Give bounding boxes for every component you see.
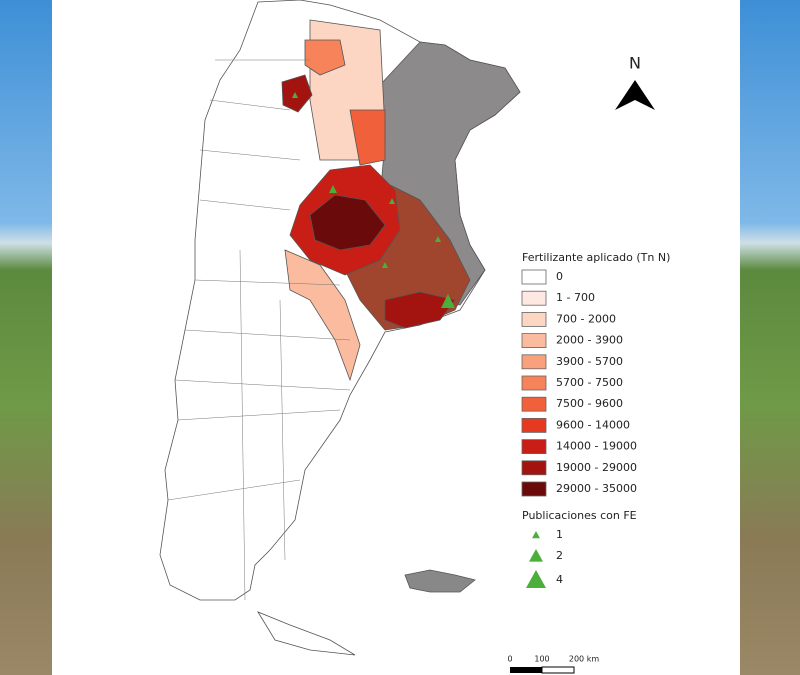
map (159, 0, 521, 656)
scale-label: 200 km (569, 655, 599, 664)
legend-label: 700 - 2000 (556, 312, 616, 325)
region-santafe (349, 109, 386, 166)
legend-label: 7500 - 9600 (556, 397, 623, 410)
legend-swatch (521, 396, 547, 412)
islas-malvinas (404, 569, 476, 593)
scale-segment (510, 667, 542, 673)
tierra-del-fuego (257, 611, 356, 656)
legend-label: 1 - 700 (556, 291, 595, 304)
publication-label: 1 (556, 528, 563, 541)
legend-label: 19000 - 29000 (556, 461, 637, 474)
legend: Fertilizante aplicado (Tn N) 0 1 - 700 700… (521, 251, 670, 588)
north-arrow: N (615, 54, 655, 110)
scale-segment (541, 666, 575, 674)
legend-label: 2000 - 3900 (556, 334, 623, 347)
legend-swatch (521, 333, 547, 349)
scale-label: 100 (534, 655, 549, 664)
legend-swatch (521, 269, 547, 285)
legend-label: 9600 - 14000 (556, 418, 630, 431)
department-borders (167, 59, 351, 601)
region-west-light (284, 249, 361, 382)
publication-label: 2 (556, 549, 563, 562)
legend-swatch (521, 290, 547, 306)
publication-markers (292, 92, 455, 308)
scale-label: 0 (507, 655, 512, 664)
publication-symbol (526, 570, 546, 588)
legend-label: 29000 - 35000 (556, 482, 637, 495)
publications-title: Publicaciones con FE (522, 509, 637, 522)
scale-bar: 0 100 200 km (507, 655, 599, 674)
legend-label: 14000 - 19000 (556, 440, 637, 453)
region-tucuman (281, 74, 313, 113)
legend-swatch (521, 460, 547, 476)
legend-title: Fertilizante aplicado (Tn N) (522, 251, 670, 264)
publication-symbol (529, 549, 543, 562)
publication-symbol (532, 531, 540, 539)
legend-label: 0 (556, 270, 563, 283)
legend-swatch (521, 311, 547, 327)
region-core-dark (309, 194, 386, 251)
legend-swatch (521, 375, 547, 391)
region-south-bsas (384, 291, 456, 329)
legend-label: 5700 - 7500 (556, 376, 623, 389)
legend-swatch (521, 481, 547, 497)
publication-label: 4 (556, 573, 563, 586)
north-label: N (629, 54, 641, 73)
north-arrow-shape (615, 80, 655, 110)
region-north-mid (304, 39, 346, 76)
legend-swatch (521, 439, 547, 455)
legend-label: 3900 - 5700 (556, 355, 623, 368)
legend-swatch (521, 354, 547, 370)
legend-swatch (521, 417, 547, 433)
